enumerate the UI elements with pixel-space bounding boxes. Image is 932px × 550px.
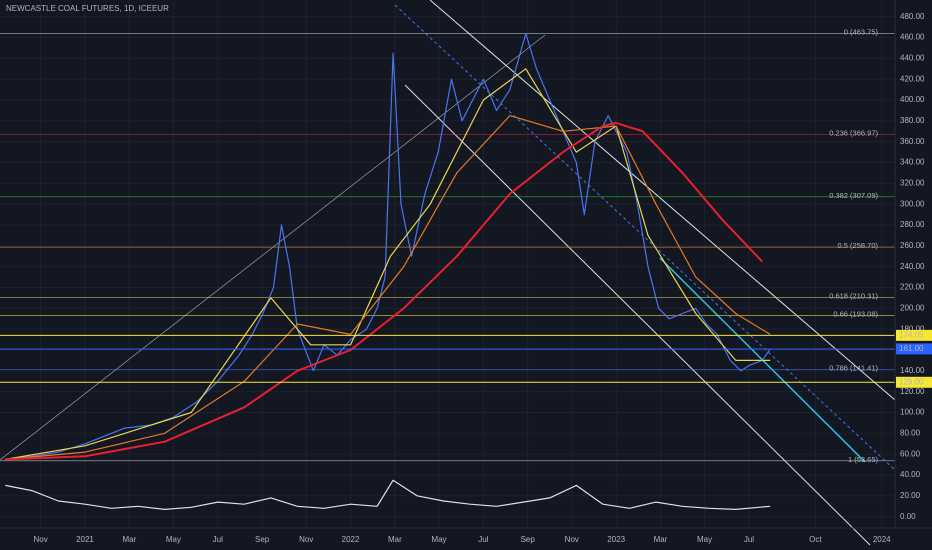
x-tick-label: May: [166, 535, 181, 544]
channel-upper: [429, 0, 896, 401]
y-tick-label: 100.00: [900, 408, 925, 417]
x-tick-label: Mar: [388, 535, 402, 544]
price-tag: [896, 343, 932, 355]
y-tick-label: 440.00: [900, 53, 925, 62]
price-tag-label: 161.00: [899, 344, 924, 353]
chart-title: NEWCASTLE COAL FUTURES, 1D, ICEEUR: [6, 4, 169, 13]
fib-label: 0.236 (366.97): [829, 128, 878, 137]
x-tick-label: Jul: [744, 535, 754, 544]
fib-label: 0.5 (258.70): [838, 241, 879, 250]
x-tick-label: Nov: [34, 535, 48, 544]
series-line: [5, 68, 771, 460]
fib-label: 0.618 (210.31): [829, 292, 878, 301]
price-tag-label: 129.00: [899, 377, 924, 386]
series-line: [5, 115, 771, 460]
y-tick-label: 40.00: [900, 470, 921, 479]
y-tick-label: 300.00: [900, 199, 925, 208]
price-tag: [896, 329, 932, 341]
y-tick-label: 120.00: [900, 387, 925, 396]
y-tick-label: 180.00: [900, 324, 925, 333]
series-line: [5, 479, 771, 510]
x-tick-label: 2023: [607, 535, 625, 544]
y-tick-label: 0.00: [900, 512, 916, 521]
y-tick-label: 80.00: [900, 428, 921, 437]
price-tag-label: 174.05: [899, 330, 924, 339]
fib-label: 0.786 (141.41): [829, 363, 878, 372]
y-tick-label: 200.00: [900, 303, 925, 312]
channel-lower: [404, 84, 871, 546]
x-tick-label: Jul: [213, 535, 223, 544]
y-tick-label: 340.00: [900, 158, 925, 167]
series-line: [5, 121, 763, 461]
x-tick-label: Mar: [654, 535, 668, 544]
y-tick-label: 400.00: [900, 95, 925, 104]
x-tick-label: Sep: [255, 535, 270, 544]
price-tag: [896, 376, 932, 388]
grid: [0, 0, 895, 528]
x-tick-label: 2022: [342, 535, 360, 544]
y-tick-label: 480.00: [900, 12, 925, 21]
x-tick-label: May: [697, 535, 712, 544]
x-tick-label: 2024: [873, 535, 891, 544]
y-tick-label: 220.00: [900, 283, 925, 292]
x-tick-label: Sep: [521, 535, 536, 544]
x-tick-label: Jul: [478, 535, 488, 544]
y-tick-label: 140.00: [900, 366, 925, 375]
x-tick-label: Oct: [809, 535, 822, 544]
y-tick-label: 460.00: [900, 33, 925, 42]
y-tick-label: 420.00: [900, 74, 925, 83]
y-tick-label: 280.00: [900, 220, 925, 229]
y-tick-label: 260.00: [900, 241, 925, 250]
fib-label: 1 (53.65): [848, 455, 879, 464]
x-tick-label: May: [431, 535, 446, 544]
y-tick-label: 20.00: [900, 491, 921, 500]
y-tick-label: 240.00: [900, 262, 925, 271]
x-tick-label: Nov: [299, 535, 313, 544]
plot: 0 (463.75) 0.236 (366.97) 0.382 (307.09) 0.…: [0, 28, 895, 510]
y-tick-label: 320.00: [900, 178, 925, 187]
x-tick-label: Nov: [565, 535, 579, 544]
y-tick-label: 360.00: [900, 137, 925, 146]
x-tick-label: Mar: [122, 535, 136, 544]
series-line: [5, 33, 771, 460]
x-tick-label: 2021: [76, 535, 94, 544]
y-tick-label: 60.00: [900, 449, 921, 458]
y-tick-label: 380.00: [900, 116, 925, 125]
fib-label: 0.382 (307.09): [829, 191, 878, 200]
fib-label: 0.66 (193.08): [833, 310, 878, 319]
fib-label: 0 (463.75): [844, 28, 879, 37]
